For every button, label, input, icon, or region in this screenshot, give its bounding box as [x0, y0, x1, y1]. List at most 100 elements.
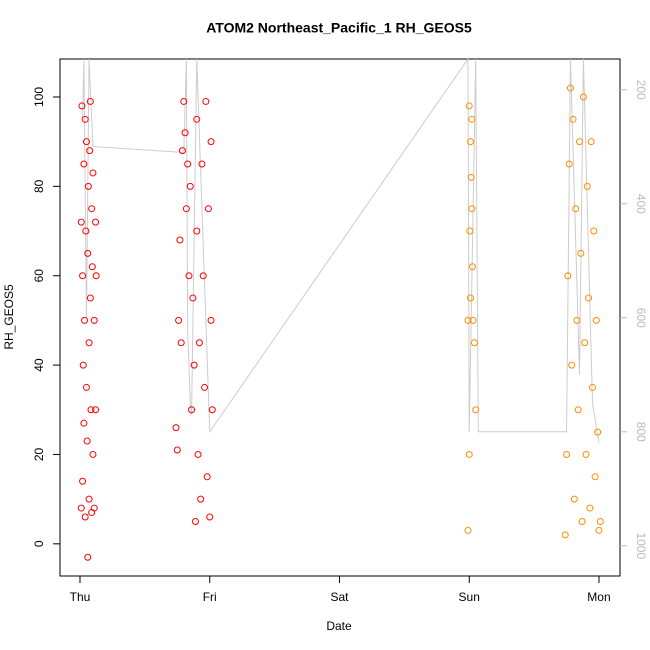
point: [88, 509, 96, 517]
point: [469, 316, 477, 324]
x-tick-label: Thu: [70, 590, 91, 604]
point: [84, 182, 92, 190]
point: [193, 227, 201, 235]
point: [78, 102, 86, 110]
point: [80, 419, 88, 427]
y-axis-title: RH_GEOS5: [2, 284, 16, 350]
point: [586, 504, 594, 512]
point: [82, 227, 90, 235]
point: [90, 504, 98, 512]
y2-tick-label: 1000: [634, 532, 648, 559]
point: [579, 93, 587, 101]
point: [472, 406, 480, 414]
y2-tick-label: 800: [634, 422, 648, 442]
point: [81, 513, 89, 521]
point: [84, 249, 92, 257]
point: [193, 115, 201, 123]
point: [583, 182, 591, 190]
point: [82, 383, 90, 391]
point: [564, 272, 572, 280]
point: [574, 406, 582, 414]
point: [576, 138, 584, 146]
point: [89, 450, 97, 458]
point: [466, 227, 474, 235]
x-tick-label: Mon: [587, 590, 610, 604]
point: [79, 477, 87, 485]
point: [88, 263, 96, 271]
point: [92, 218, 100, 226]
point: [464, 526, 472, 534]
point: [468, 115, 476, 123]
x-tick-label: Sat: [330, 590, 349, 604]
point: [188, 406, 196, 414]
point: [189, 294, 197, 302]
point: [190, 361, 198, 369]
point: [566, 84, 574, 92]
point: [207, 138, 215, 146]
point: [92, 406, 100, 414]
point: [92, 272, 100, 280]
y-tick-label: 100: [32, 87, 46, 107]
point: [88, 205, 96, 213]
point: [176, 236, 184, 244]
point: [206, 513, 214, 521]
point: [592, 316, 600, 324]
point: [581, 339, 589, 347]
point: [208, 406, 216, 414]
point: [203, 473, 211, 481]
y-tick-label: 40: [32, 358, 46, 372]
point: [90, 316, 98, 324]
point: [587, 138, 595, 146]
point: [181, 129, 189, 137]
point: [582, 450, 590, 458]
point: [79, 272, 87, 280]
y-tick-label: 0: [32, 540, 46, 547]
x-tick-label: Sun: [459, 590, 480, 604]
point: [569, 115, 577, 123]
y2-tick-label: 200: [634, 80, 648, 100]
point: [178, 147, 186, 155]
point: [467, 138, 475, 146]
point: [185, 272, 193, 280]
point: [563, 450, 571, 458]
point: [204, 205, 212, 213]
point: [594, 428, 602, 436]
point: [191, 517, 199, 525]
point: [186, 182, 194, 190]
point: [202, 97, 210, 105]
point: [465, 102, 473, 110]
point: [77, 504, 85, 512]
point: [198, 160, 206, 168]
point: [177, 339, 185, 347]
x-axis-title: Date: [326, 619, 352, 633]
point: [201, 383, 209, 391]
point: [197, 495, 205, 503]
point: [573, 316, 581, 324]
point: [173, 446, 181, 454]
point: [588, 383, 596, 391]
plot-frame: [59, 58, 621, 577]
point: [595, 526, 603, 534]
point: [77, 218, 85, 226]
point: [465, 450, 473, 458]
point: [175, 316, 183, 324]
point: [585, 294, 593, 302]
point: [79, 361, 87, 369]
point: [180, 97, 188, 105]
point: [596, 517, 604, 525]
point: [81, 316, 89, 324]
point: [86, 97, 94, 105]
point: [572, 205, 580, 213]
point: [578, 517, 586, 525]
point: [464, 316, 472, 324]
point: [81, 115, 89, 123]
point: [468, 263, 476, 271]
point: [468, 205, 476, 213]
y2-tick-label: 400: [634, 194, 648, 214]
point: [86, 147, 94, 155]
point: [591, 473, 599, 481]
y-tick-label: 80: [32, 179, 46, 193]
pressure-line: [82, 57, 600, 444]
